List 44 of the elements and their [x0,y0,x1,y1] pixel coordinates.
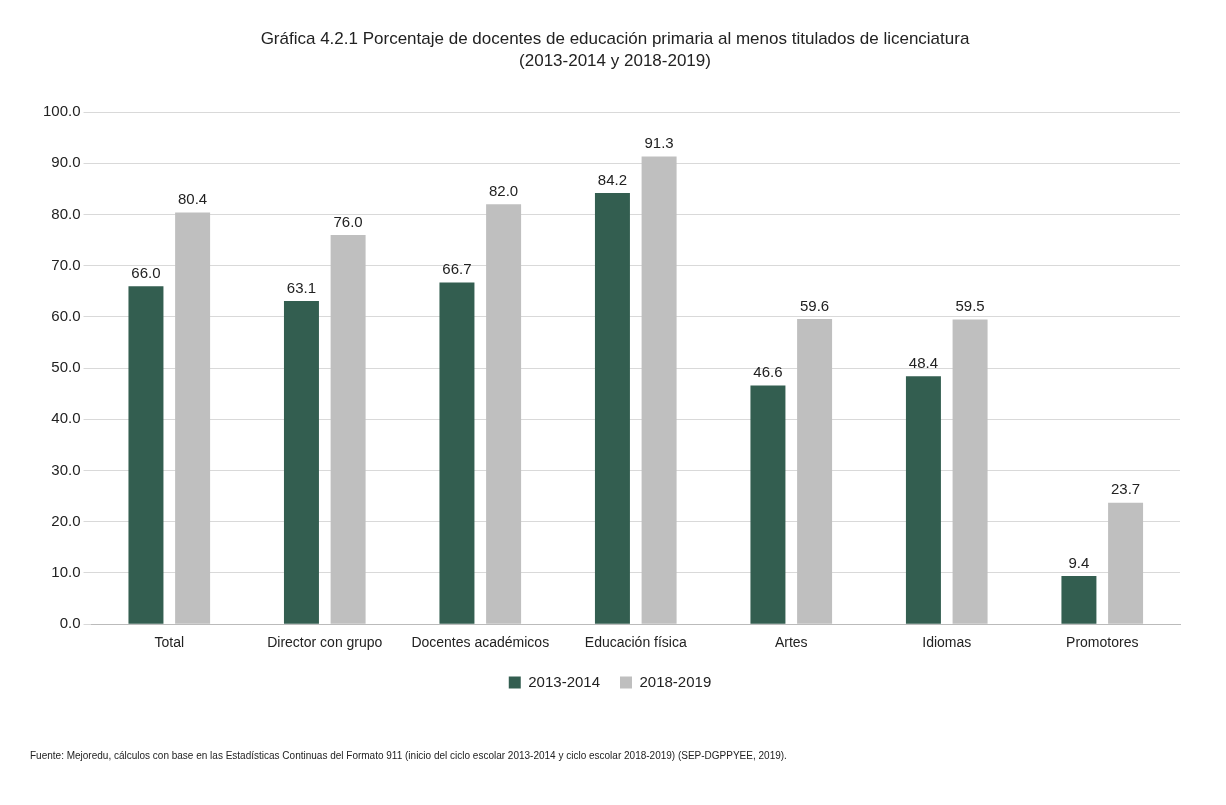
data-label: 48.4 [908,353,939,371]
bar [594,192,630,624]
bar [283,301,319,624]
data-label: 46.6 [753,363,783,381]
data-label: 9.4 [1068,553,1090,571]
y-tick-label: 40.0 [51,409,81,427]
y-tick-label: 90.0 [51,153,81,171]
data-label: 76.0 [333,212,363,230]
y-tick-label: 100.0 [42,102,81,120]
data-label: 59.5 [955,297,985,315]
y-tick-label: 30.0 [51,460,81,478]
x-tick-label: Promotores [1066,634,1139,651]
bar [750,385,786,624]
bar [905,376,941,624]
y-tick-label: 10.0 [51,563,81,581]
y-tick-label: 80.0 [51,204,81,222]
x-tick-label: Director con grupo [267,634,383,651]
y-tick-label: 70.0 [51,255,81,273]
data-label: 84.2 [597,170,628,188]
y-tick-label: 60.0 [51,307,81,325]
x-tick-label: Artes [774,634,808,651]
chart-subtitle: (2013-2014 y 2018-2019) [518,50,712,72]
chart-title: Gráfica 4.2.1 Porcentaje de docentes de educación primaria al menos titulados de licenciatura [259,28,971,50]
y-tick-label: 50.0 [51,358,81,376]
y-tick-label: 20.0 [51,511,81,529]
bar [1061,576,1097,624]
y-tick-label: 0.0 [59,614,81,632]
legend-label: 2013-2014 [528,672,600,690]
data-label: 82.0 [489,181,519,199]
x-tick-label: Educación física [584,634,687,651]
data-label: 59.6 [799,296,830,314]
bar [439,282,475,624]
legend-label: 2018-2019 [639,672,712,690]
bar [128,286,164,624]
data-label: 91.3 [644,134,674,152]
x-tick-label: Idiomas [922,634,972,651]
data-label: 63.1 [286,278,317,296]
x-tick-label: Docentes académicos [411,634,550,651]
data-label: 66.7 [442,260,472,278]
data-label: 80.4 [178,190,208,208]
data-label: 66.0 [131,263,161,281]
x-tick-label: Total [154,634,185,651]
data-label: 23.7 [1110,480,1141,498]
source-note: Fuente: Mejoredu, cálculos con base en las Estadísticas Continuas del Formato 911 (inicio del ciclo escolar 2013-2014 y ciclo escolar 2018-2019) (SEP-DGPPYEE, 2019). [30,750,788,761]
